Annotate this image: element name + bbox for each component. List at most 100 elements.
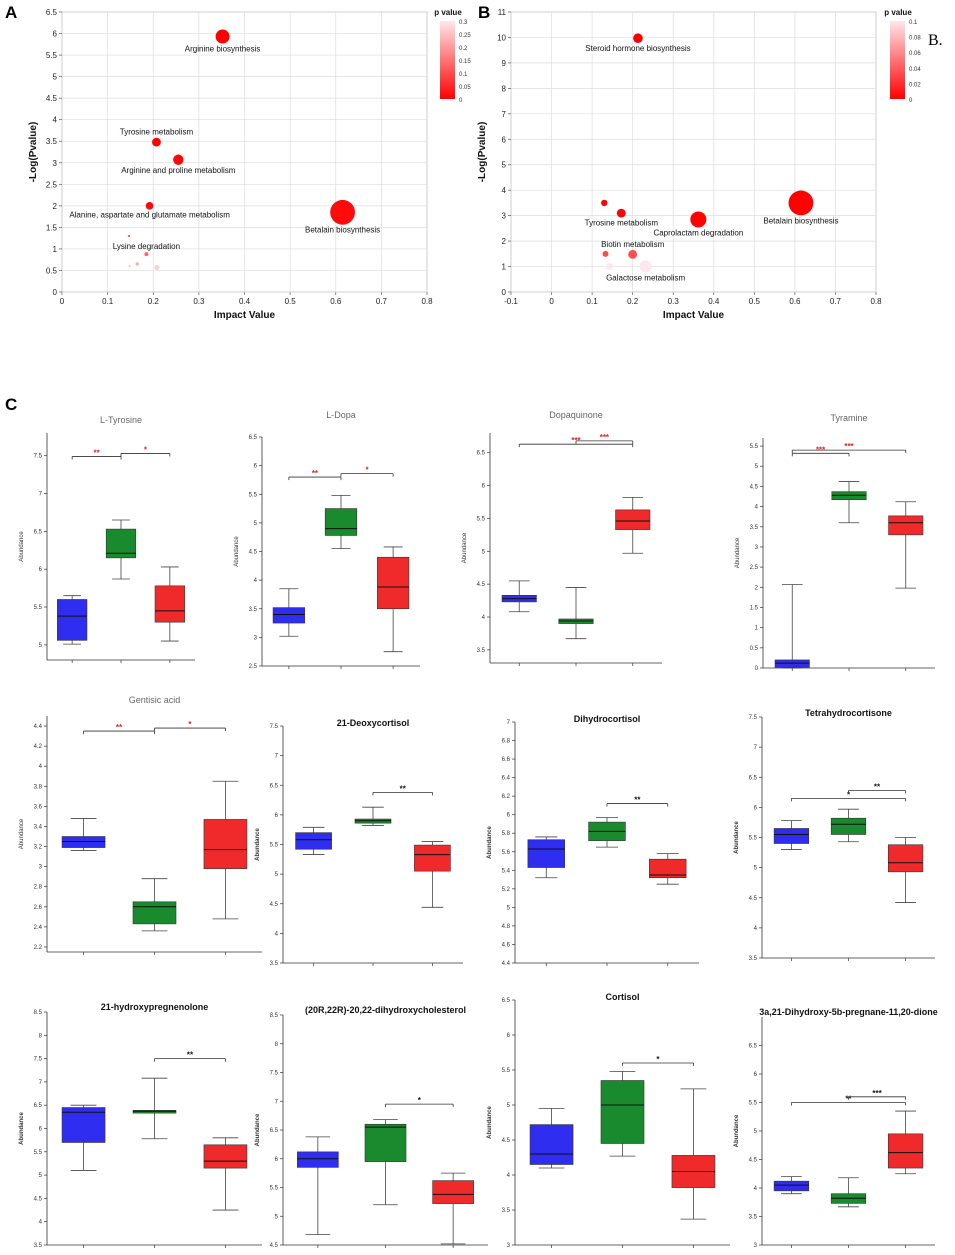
legend-tick-label: 0.1 <box>909 20 918 26</box>
y-tick-label: 4 <box>507 1173 511 1179</box>
y-tick-label: 4.8 <box>502 924 511 930</box>
y-tick-label: 5.5 <box>749 1101 758 1107</box>
y-tick-label: 5 <box>755 464 759 470</box>
point-label: Tyrosine metabolism <box>585 218 659 227</box>
y-tick-label: 4.5 <box>270 1243 279 1249</box>
plot-title: Cortisol <box>605 992 639 1002</box>
y-axis-title: Abundance <box>19 818 25 849</box>
y-tick-label: 5 <box>39 1173 43 1179</box>
panel-label-b: B <box>478 3 490 22</box>
plot-title: L-Dopa <box>326 410 356 420</box>
box-iqr <box>887 844 924 873</box>
y-tick-label: 5 <box>275 872 279 878</box>
point-label: Betalain biosynthesis <box>305 226 380 235</box>
y-tick-label: 2.2 <box>34 945 43 951</box>
y-tick-label: 6 <box>39 567 43 573</box>
y-tick-label: 2.6 <box>34 905 43 911</box>
legend-tick-label: 0.08 <box>909 36 921 42</box>
y-tick-label: 7.5 <box>34 1057 43 1063</box>
y-tick-label: 6.5 <box>502 998 511 1004</box>
y-tick-label: 5.5 <box>46 51 58 60</box>
y-tick-label: 6.5 <box>249 435 258 441</box>
data-point <box>616 208 626 218</box>
plot-title: (20R,22R)-20,22-dihydroxycholesterol <box>305 1005 466 1015</box>
point-label: Steroid hormone biosynthesis <box>585 44 690 53</box>
y-tick-label: 8.5 <box>270 1013 279 1019</box>
y-tick-label: 7 <box>275 754 279 760</box>
box-iqr <box>773 1180 810 1192</box>
y-tick-label: 5 <box>39 643 43 649</box>
y-tick-label: 3.5 <box>749 1215 758 1221</box>
y-tick-label: 7 <box>502 110 507 119</box>
y-tick-label: 7 <box>754 745 758 751</box>
x-tick-label: 0.3 <box>668 297 680 306</box>
significance-label: ** <box>116 723 123 732</box>
legend-tick-label: 0.1 <box>459 72 468 78</box>
y-tick-label: 7 <box>507 720 511 726</box>
data-point <box>145 202 154 210</box>
point-label: Caprolactam degradation <box>653 228 743 237</box>
y-tick-label: 6 <box>754 805 758 811</box>
y-tick-label: 6.5 <box>46 8 58 17</box>
y-tick-label: 4 <box>754 1186 758 1192</box>
legend-colorbar <box>890 21 905 99</box>
data-point <box>606 263 613 270</box>
significance-label: * <box>188 720 192 729</box>
x-tick-label: 0 <box>549 297 554 306</box>
y-tick-label: 4.2 <box>34 744 43 750</box>
y-tick-label: 7.5 <box>270 724 279 730</box>
y-tick-label: 6.5 <box>270 783 279 789</box>
y-tick-label: 3.2 <box>34 845 43 851</box>
y-tick-label: 7.5 <box>34 454 43 460</box>
legend-tick-label: 0.2 <box>459 46 468 52</box>
point-label: Alanine, aspartate and glutamate metabol… <box>69 211 230 220</box>
data-point <box>144 252 149 257</box>
y-tick-label: 0.5 <box>46 266 58 275</box>
y-tick-label: 4.5 <box>502 1138 511 1144</box>
y-tick-label: 4 <box>39 764 43 770</box>
box-iqr <box>830 817 867 835</box>
box-iqr <box>61 836 106 848</box>
data-point <box>152 137 161 147</box>
y-tick-label: 6 <box>39 1127 43 1133</box>
significance-label: * <box>144 445 148 454</box>
box-iqr <box>324 508 358 536</box>
y-tick-label: 5.2 <box>502 887 511 893</box>
y-tick-label: 6.4 <box>502 776 511 782</box>
y-tick-label: 4 <box>275 931 279 937</box>
y-tick-label: 3.5 <box>46 137 58 146</box>
y-axis-title: Abundance <box>462 532 468 563</box>
y-tick-label: 5.5 <box>34 1150 43 1156</box>
panel-label-a: A <box>5 3 17 22</box>
y-tick-label: 2 <box>502 237 507 246</box>
box-plot: 3.5 4 4.5 5 5.5 6 6.5 7 7.5 Abundance Tetrahydroco… <box>734 708 935 962</box>
y-tick-label: 6 <box>507 1033 511 1039</box>
box-plot: 3.5 4 4.5 5 5.5 6 6.5 7 7.5 8 8.5 Abundance 21-hydro… <box>19 1002 262 1249</box>
significance-label: ** <box>845 1095 852 1104</box>
box-iqr <box>377 556 410 610</box>
y-tick-label: 3.4 <box>34 824 43 830</box>
x-tick-label: 0.2 <box>627 297 639 306</box>
box-iqr <box>61 1107 106 1143</box>
plot-title: Dihydrocortisol <box>574 714 641 724</box>
y-tick-label: 4.5 <box>749 896 758 902</box>
y-tick-label: 4.5 <box>477 582 486 588</box>
y-tick-label: 0.5 <box>750 646 759 652</box>
y-axis-title: Abundance <box>487 826 493 859</box>
data-point <box>583 266 585 269</box>
box-iqr <box>649 858 687 879</box>
y-tick-label: 6 <box>275 1157 279 1163</box>
data-point <box>690 211 707 228</box>
y-tick-label: 8 <box>39 1033 43 1039</box>
panel-a-bubble-chart: 0 0.1 0.2 0.3 0.4 0.5 0.6 0.7 0.8 0 0.5 1 1.5 2 2.5 3 3.… <box>28 8 471 321</box>
legend-tick-label: 0.06 <box>909 51 921 57</box>
plot-title: Dopaquinone <box>549 410 603 420</box>
y-tick-label: 2.5 <box>750 565 759 571</box>
y-axis-title: Abundance <box>234 536 240 567</box>
y-tick-label: 3.5 <box>270 961 279 967</box>
y-tick-label: 3.5 <box>749 956 758 962</box>
box-plot: 3.544.555.566.5AbundanceDopaquinone*****… <box>462 410 662 666</box>
legend-tick-label: 0.3 <box>459 20 468 26</box>
data-point <box>601 199 608 207</box>
